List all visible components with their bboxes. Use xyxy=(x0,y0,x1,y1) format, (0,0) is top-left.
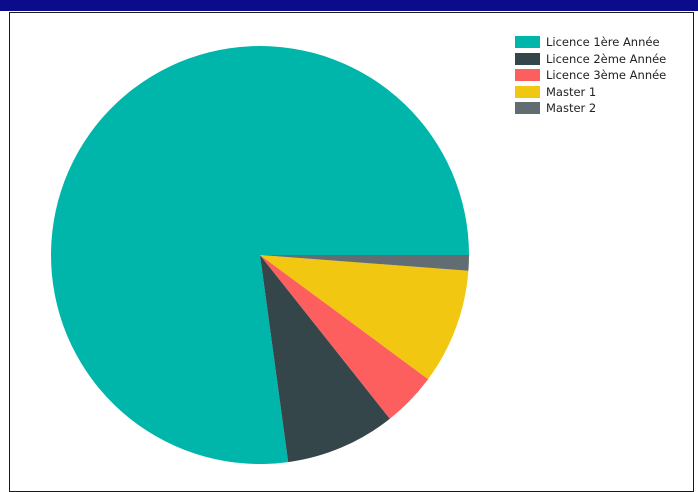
pie-slice-3[interactable] xyxy=(260,255,429,419)
legend-item-5[interactable]: Master 2 xyxy=(515,100,666,116)
legend-swatch xyxy=(515,69,540,81)
legend-swatch xyxy=(515,85,540,98)
legend-label: Master 1 xyxy=(546,84,597,99)
pie-slice-5[interactable] xyxy=(260,255,469,271)
legend-swatch xyxy=(515,52,540,65)
legend-item-2[interactable]: Licence 2ème Année xyxy=(515,51,666,67)
pie-slice-2[interactable] xyxy=(260,255,390,463)
pie-slice-1[interactable] xyxy=(50,46,469,465)
chart-panel: Licence 1ère Année Licence 2ème Année Lice… xyxy=(9,12,694,492)
pie-chart xyxy=(50,46,469,465)
legend-label: Licence 3ème Année xyxy=(546,68,667,82)
top-header-bar xyxy=(0,0,698,11)
legend-label: Licence 1ère Année xyxy=(546,35,660,49)
legend-swatch xyxy=(515,36,540,48)
pie-slice-4[interactable] xyxy=(260,255,469,380)
legend-item-4[interactable]: Master 1 xyxy=(515,84,666,100)
chart-legend: Licence 1ère Année Licence 2ème Année Lice… xyxy=(515,34,666,117)
legend-item-1[interactable]: Licence 1ère Année xyxy=(515,34,666,50)
legend-swatch xyxy=(515,102,540,114)
legend-label: Licence 2ème Année xyxy=(546,51,667,66)
legend-label: Master 2 xyxy=(546,101,597,115)
legend-item-3[interactable]: Licence 3ème Année xyxy=(515,67,666,83)
